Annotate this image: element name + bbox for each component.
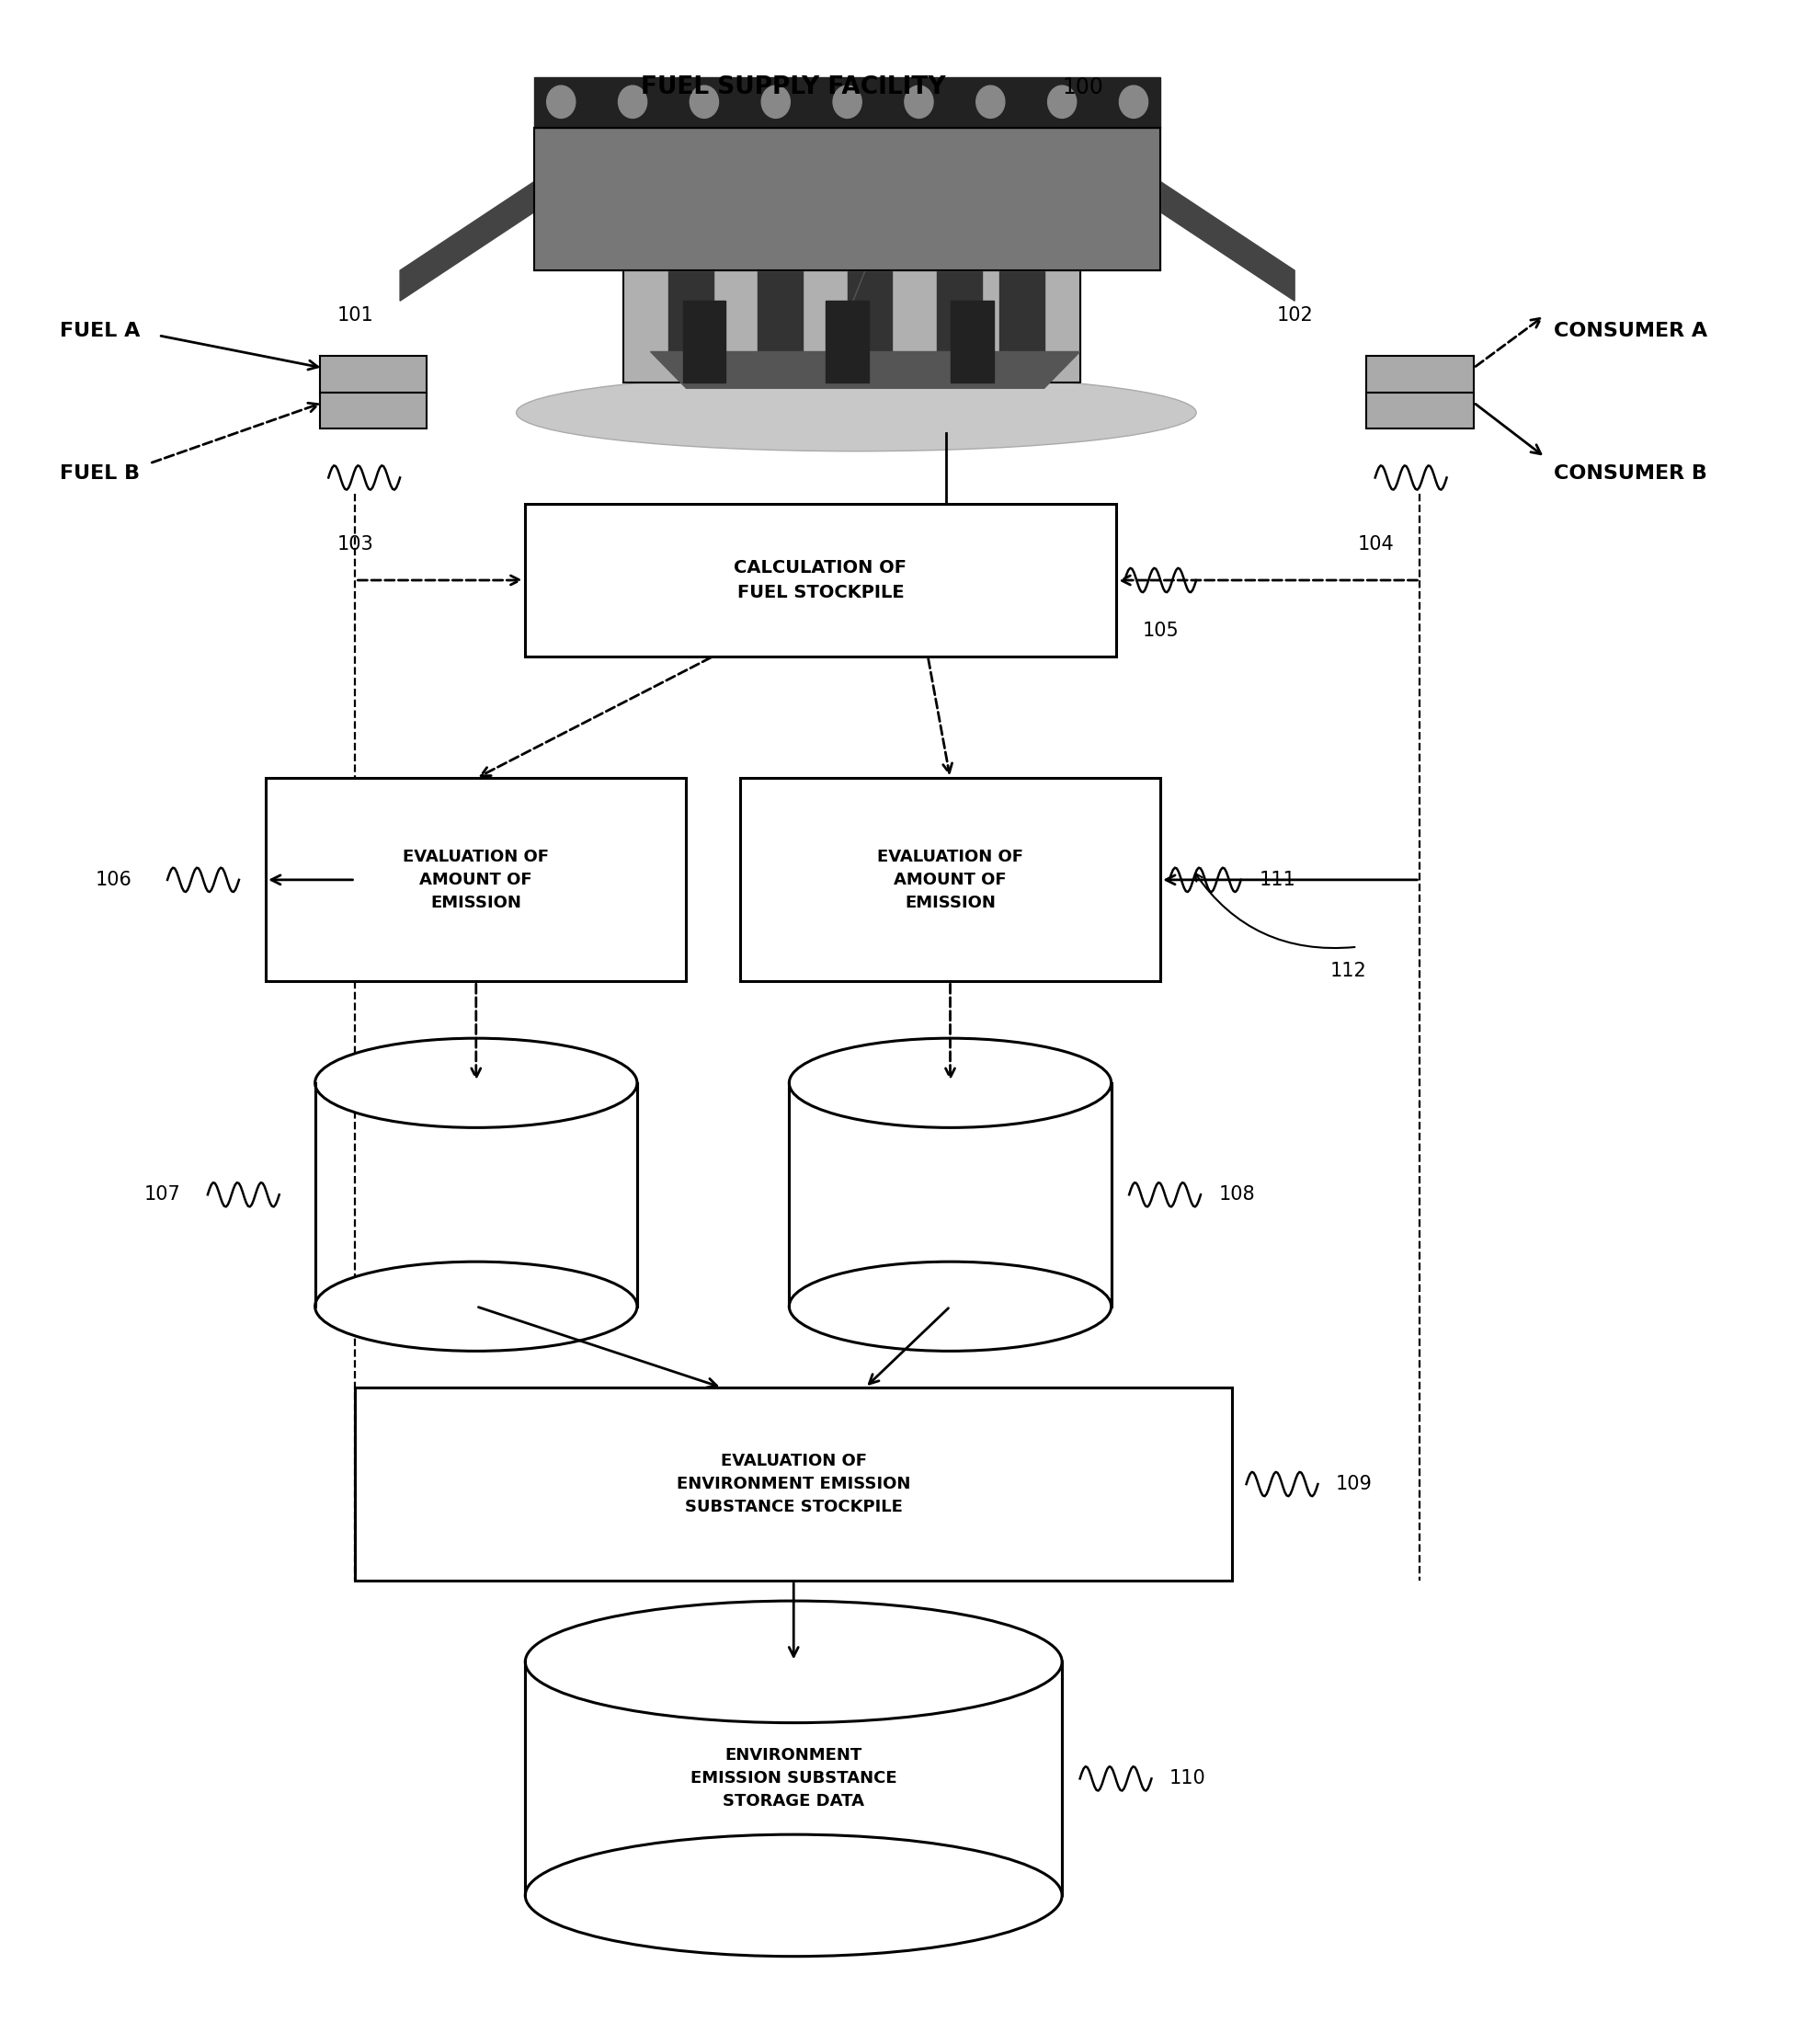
Ellipse shape [315,1038,638,1128]
Ellipse shape [524,1836,1061,1956]
Polygon shape [951,300,995,382]
Ellipse shape [517,374,1197,452]
Text: 103: 103 [337,536,375,554]
Text: CONSUMER A: CONSUMER A [1553,323,1708,341]
Ellipse shape [789,1261,1112,1351]
Circle shape [618,86,647,119]
Circle shape [690,86,719,119]
Text: 106: 106 [96,871,132,889]
Polygon shape [533,129,1160,270]
FancyBboxPatch shape [355,1388,1233,1580]
Text: 110: 110 [1169,1770,1206,1788]
Text: FUEL SUPPLY FACILITY: FUEL SUPPLY FACILITY [642,76,946,100]
Polygon shape [789,1083,1112,1306]
Circle shape [546,86,575,119]
Text: FUEL B: FUEL B [59,464,141,482]
Text: 105: 105 [1142,621,1179,640]
Polygon shape [623,229,1079,382]
Text: EVALUATION OF
AMOUNT OF
EMISSION: EVALUATION OF AMOUNT OF EMISSION [404,848,550,912]
Text: 100: 100 [1061,76,1103,98]
Circle shape [905,86,933,119]
Polygon shape [315,1083,638,1306]
Circle shape [977,86,1006,119]
Polygon shape [1000,239,1043,362]
FancyBboxPatch shape [319,356,427,392]
Text: FUEL A: FUEL A [59,323,141,341]
Polygon shape [825,300,869,382]
Text: ENVIRONMENT
EMISSION SUBSTANCE
STORAGE DATA: ENVIRONMENT EMISSION SUBSTANCE STORAGE D… [690,1748,897,1809]
Ellipse shape [789,1038,1112,1128]
FancyBboxPatch shape [319,392,427,429]
Polygon shape [937,239,982,362]
Polygon shape [683,300,726,382]
Text: EVALUATION OF
ENVIRONMENT EMISSION
SUBSTANCE STOCKPILE: EVALUATION OF ENVIRONMENT EMISSION SUBST… [678,1453,910,1515]
Polygon shape [400,129,1294,300]
Ellipse shape [315,1261,638,1351]
Polygon shape [533,78,1160,129]
Circle shape [762,86,789,119]
Text: CONSUMER B: CONSUMER B [1553,464,1708,482]
FancyBboxPatch shape [1366,392,1474,429]
Text: CALCULATION OF
FUEL STOCKPILE: CALCULATION OF FUEL STOCKPILE [733,560,906,601]
FancyBboxPatch shape [524,505,1115,656]
Text: 112: 112 [1330,963,1368,981]
Circle shape [1119,86,1148,119]
Text: 108: 108 [1218,1186,1254,1204]
Polygon shape [524,1662,1061,1895]
Text: 102: 102 [1278,307,1314,325]
Text: 111: 111 [1260,871,1296,889]
Polygon shape [759,239,802,362]
FancyBboxPatch shape [267,779,687,981]
Circle shape [1047,86,1076,119]
Polygon shape [651,352,1079,388]
Text: 104: 104 [1357,536,1393,554]
FancyBboxPatch shape [1366,356,1474,392]
Text: 101: 101 [337,307,375,325]
Text: 107: 107 [144,1186,180,1204]
Polygon shape [669,239,714,362]
Text: EVALUATION OF
AMOUNT OF
EMISSION: EVALUATION OF AMOUNT OF EMISSION [878,848,1024,912]
Circle shape [833,86,861,119]
Polygon shape [820,270,865,382]
FancyBboxPatch shape [741,779,1160,981]
Ellipse shape [524,1600,1061,1723]
Text: 109: 109 [1335,1476,1373,1494]
Polygon shape [847,239,892,362]
